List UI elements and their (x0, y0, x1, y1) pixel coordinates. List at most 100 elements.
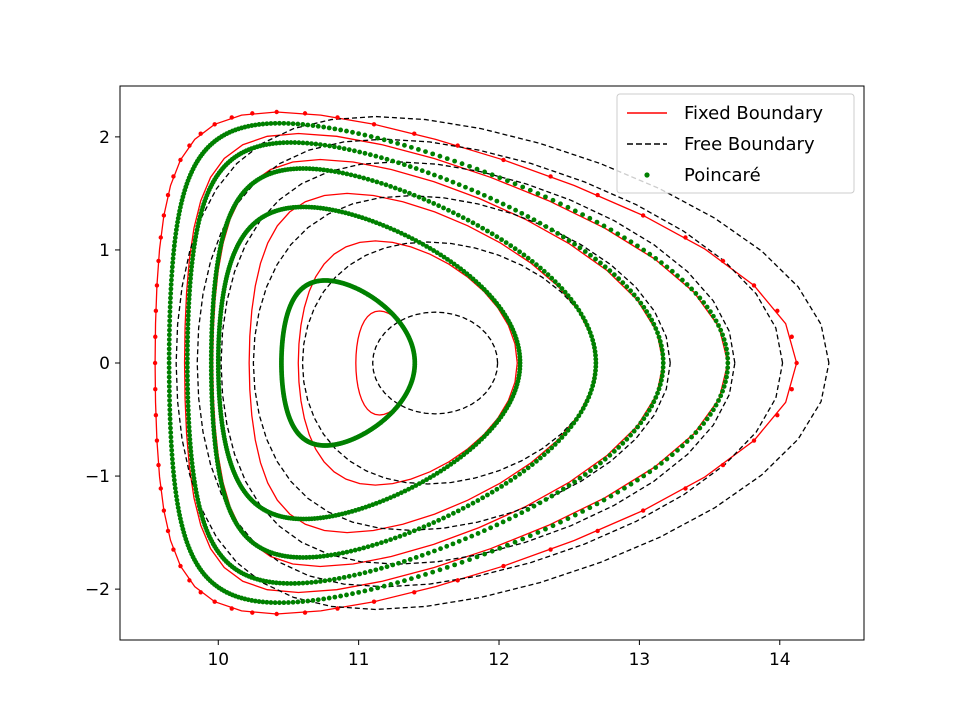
poincare-point (624, 436, 630, 442)
poincare-point (192, 238, 198, 243)
poincare-point (593, 256, 598, 262)
poincare-point (190, 252, 196, 258)
poincare-point (211, 289, 217, 295)
poincare-point (166, 370, 172, 375)
free-boundary-surface (252, 195, 671, 531)
poincare-point (707, 309, 713, 315)
poincare-point (724, 346, 729, 352)
poincare-point (592, 349, 598, 354)
poincare-point (315, 123, 321, 129)
poincare-point (573, 417, 579, 422)
poincare-point (192, 241, 197, 247)
poincare-point (653, 395, 659, 400)
poincare-point (460, 215, 466, 221)
poincare-point (488, 195, 494, 201)
poincare-point (327, 577, 333, 583)
poincare-point (721, 384, 727, 389)
poincare-point (446, 513, 451, 519)
poincare-point (167, 402, 173, 408)
poincare-point (485, 492, 490, 498)
fixed-boundary-point (212, 599, 217, 604)
poincare-point (419, 168, 425, 174)
poincare-point (552, 442, 558, 447)
poincare-point (184, 364, 190, 370)
poincare-point (309, 141, 314, 146)
poincare-point (537, 500, 543, 506)
poincare-point (191, 475, 197, 481)
poincare-point (586, 394, 592, 400)
fixed-boundary-point (274, 109, 279, 115)
poincare-point (659, 260, 664, 266)
poincare-point (725, 355, 731, 361)
poincare-point (482, 551, 488, 557)
poincare-point (463, 536, 468, 542)
poincare-point (488, 525, 494, 531)
poincare-point (211, 293, 217, 299)
fixed-boundary-point (501, 157, 506, 163)
poincare-point (572, 479, 577, 485)
poincare-point (190, 464, 195, 470)
poincare-point (321, 124, 327, 130)
poincare-point (168, 286, 174, 292)
poincare-point (167, 398, 172, 403)
poincare-point (584, 398, 590, 404)
poincare-point (658, 343, 664, 349)
poincare-point (508, 243, 514, 249)
poincare-point (296, 140, 302, 146)
poincare-point (594, 219, 600, 225)
poincare-point (593, 360, 599, 366)
poincare-point (716, 323, 721, 328)
poincare-point (166, 379, 172, 385)
poincare-point (374, 179, 380, 185)
poincare-point (189, 260, 195, 266)
poincare-point (402, 532, 408, 537)
poincare-point (185, 390, 191, 396)
poincare-point (582, 402, 588, 408)
poincare-point (166, 388, 172, 394)
poincare-point (188, 452, 194, 458)
poincare-point (638, 420, 644, 426)
fixed-boundary-point (794, 360, 799, 366)
poincare-point (413, 483, 419, 488)
poincare-point (450, 210, 456, 216)
poincare-point (362, 132, 368, 138)
poincare-point (166, 332, 172, 338)
poincare-point (560, 234, 566, 240)
poincare-point (166, 384, 172, 389)
poincare-point (584, 322, 590, 328)
poincare-point (586, 326, 592, 332)
poincare-point (315, 597, 321, 603)
fixed-boundary-point (595, 528, 600, 534)
poincare-point (601, 223, 607, 229)
poincare-point (169, 268, 175, 274)
poincare-point (646, 313, 652, 319)
poincare-point (450, 541, 456, 547)
poincare-point (264, 599, 270, 605)
poincare-point (177, 204, 183, 210)
poincare-point (388, 495, 393, 501)
poincare-point (505, 542, 510, 548)
poincare-point (587, 330, 593, 335)
poincare-point (615, 231, 621, 237)
fixed-boundary-point (335, 606, 340, 611)
poincare-point (641, 247, 647, 253)
poincare-point (555, 490, 561, 495)
poincare-surface (279, 278, 418, 448)
poincare-point (408, 576, 414, 582)
poincare-point (521, 252, 527, 258)
free-boundary-surface (196, 138, 784, 588)
poincare-point (249, 598, 255, 603)
poincare-point (300, 122, 306, 127)
poincare-point (171, 473, 177, 479)
poincare-point (344, 549, 350, 555)
poincare-point (413, 166, 419, 171)
poincare-point (317, 554, 323, 559)
poincare-point (660, 364, 666, 370)
fixed-boundary-surface (183, 132, 729, 594)
poincare-point (395, 141, 400, 146)
poincare-point (519, 210, 525, 216)
poincare-point (587, 391, 593, 396)
poincare-point (423, 571, 428, 577)
poincare-point (710, 407, 716, 413)
fixed-boundary-point (775, 412, 780, 418)
